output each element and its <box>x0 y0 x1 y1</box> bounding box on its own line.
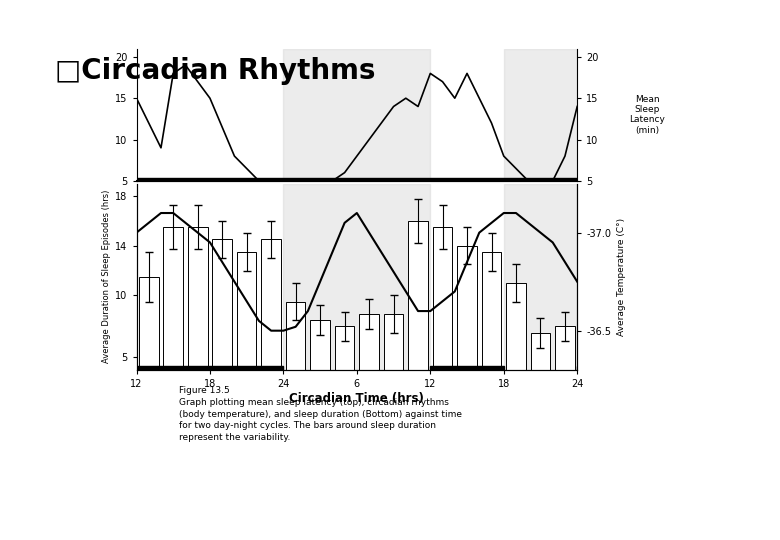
Bar <box>283 184 431 370</box>
Text: 고려대학교 산업경영공학과: 고려대학교 산업경영공학과 <box>651 514 757 528</box>
Bar <box>504 49 577 181</box>
Bar <box>555 326 575 370</box>
Bar <box>504 184 577 370</box>
Bar <box>482 252 502 370</box>
Bar <box>285 301 306 370</box>
Bar <box>139 276 158 370</box>
Bar <box>237 252 257 370</box>
Bar <box>283 49 431 181</box>
Text: IMEN 315 인간공학: IMEN 315 인간공학 <box>664 11 764 24</box>
Bar <box>457 246 477 370</box>
Bar <box>360 314 379 370</box>
Bar <box>384 314 403 370</box>
Bar <box>433 227 452 370</box>
Bar <box>310 320 330 370</box>
Bar <box>506 283 526 370</box>
Bar <box>136 366 283 370</box>
Text: Figure 13.5
Graph plotting mean sleep latency (top), circadian rhythms
(body tem: Figure 13.5 Graph plotting mean sleep la… <box>179 386 463 442</box>
Y-axis label: Average Temperature (C°): Average Temperature (C°) <box>617 218 626 336</box>
Bar <box>408 221 428 370</box>
Bar <box>188 227 207 370</box>
Bar <box>212 240 232 370</box>
Bar <box>335 326 354 370</box>
Y-axis label: Mean
Sleep
Latency
(min): Mean Sleep Latency (min) <box>629 94 665 135</box>
Bar <box>530 333 550 370</box>
Text: □Circadian Rhythms: □Circadian Rhythms <box>55 57 375 85</box>
Y-axis label: Average Duration of Sleep Episodes (hrs): Average Duration of Sleep Episodes (hrs) <box>102 190 111 363</box>
Bar <box>136 178 577 181</box>
Bar <box>261 240 281 370</box>
Bar <box>164 227 183 370</box>
X-axis label: Circadian Time (hrs): Circadian Time (hrs) <box>289 392 424 404</box>
Bar <box>431 366 504 370</box>
